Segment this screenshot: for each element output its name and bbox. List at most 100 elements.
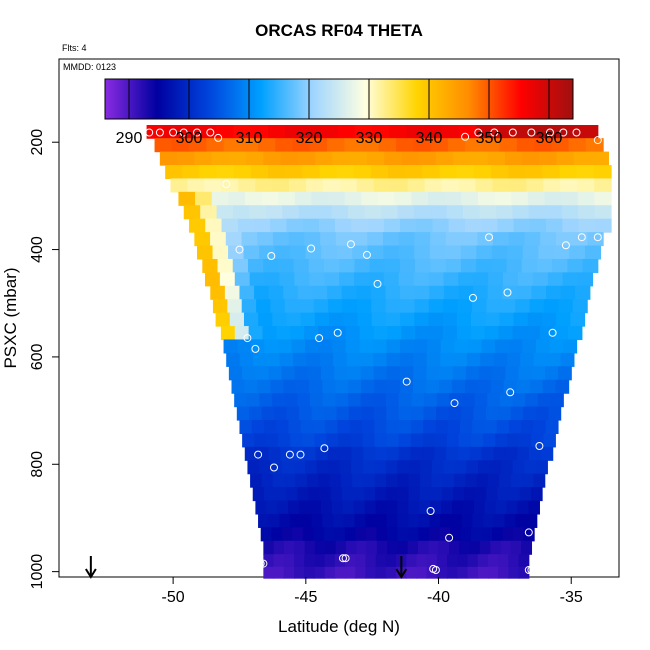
heatmap-cell <box>204 272 221 287</box>
heatmap-cell <box>246 393 261 408</box>
y-tick-label: 800 <box>29 451 46 478</box>
heatmap-cell <box>361 191 379 206</box>
heatmap-cell <box>259 245 276 260</box>
heatmap-cell <box>529 379 544 394</box>
heatmap-cell <box>367 218 385 233</box>
heatmap-cell <box>272 232 290 247</box>
heatmap-cell <box>315 151 333 166</box>
heatmap-cell <box>453 352 468 367</box>
heatmap-cell <box>578 218 596 233</box>
heatmap-cell <box>274 406 288 421</box>
heatmap-cell <box>219 272 236 287</box>
heatmap-cell <box>428 299 444 314</box>
heatmap-cell <box>561 205 579 220</box>
heatmap-cell <box>555 232 573 247</box>
heatmap-cell <box>498 566 509 579</box>
heatmap-cell <box>502 527 514 542</box>
heatmap-cell <box>354 272 370 287</box>
heatmap-cell <box>397 487 410 502</box>
heatmap-cell <box>258 513 270 528</box>
heatmap-cell <box>397 540 409 555</box>
heatmap-cell <box>413 352 428 367</box>
heatmap-cell <box>562 218 580 233</box>
heatmap-cell <box>385 554 397 568</box>
heatmap-cell <box>349 151 368 166</box>
heatmap-cell <box>486 487 499 502</box>
heatmap-cell <box>464 218 482 233</box>
heatmap-cell <box>526 513 538 528</box>
heatmap-cell <box>272 312 288 327</box>
heatmap-cell <box>307 366 322 381</box>
heatmap-cell <box>314 554 326 568</box>
heatmap-cell <box>513 218 531 233</box>
observation-point <box>251 344 260 353</box>
heatmap-cell <box>234 326 250 341</box>
colorbar: 290 300 310 320 330 340 350 360 <box>104 78 574 147</box>
heatmap-cell <box>364 487 376 502</box>
x-tick-label: -50 <box>162 589 185 606</box>
heatmap-cell <box>560 285 576 300</box>
heatmap-cell <box>335 218 352 233</box>
observation-point <box>341 554 350 563</box>
arrow-marker <box>395 556 408 579</box>
heatmap-cell <box>562 272 579 287</box>
heatmap-cell <box>537 393 552 408</box>
heatmap-cell <box>386 500 398 515</box>
heatmap-cell <box>312 285 328 300</box>
heatmap-cell <box>415 258 432 273</box>
heatmap-cell <box>516 379 531 394</box>
heatmap-cell <box>385 299 401 314</box>
heatmap-cell <box>448 218 466 233</box>
heatmap-cell <box>336 245 353 260</box>
heatmap-cell <box>369 258 386 273</box>
heatmap-cell <box>189 138 207 153</box>
heatmap-cell <box>322 393 337 408</box>
heatmap-cell <box>334 527 346 542</box>
observation-point <box>362 250 371 259</box>
heatmap-cell <box>387 326 402 341</box>
heatmap-cell <box>400 299 416 314</box>
heatmap-cell <box>331 500 344 515</box>
heatmap-cell <box>239 419 253 435</box>
heatmap-cell <box>386 473 398 488</box>
heatmap-cell <box>450 513 463 528</box>
observation-point <box>270 463 278 472</box>
heatmap-cell <box>341 487 354 502</box>
heatmap-cell <box>489 460 502 475</box>
heatmap-cell <box>454 339 469 354</box>
heatmap-cell <box>283 540 295 555</box>
heatmap-cell <box>313 299 329 314</box>
heatmap-cell <box>386 406 400 421</box>
heatmap-cell <box>567 258 584 273</box>
heatmap-cell <box>485 312 500 327</box>
heatmap-cell <box>314 312 330 327</box>
y-axis: 200 400 600 800 1000 <box>29 129 59 589</box>
heatmap-cell <box>375 487 387 502</box>
heatmap-cell <box>464 487 476 502</box>
heatmap-cell <box>473 272 489 287</box>
heatmap-cell <box>443 272 459 287</box>
heatmap-cell <box>199 165 218 180</box>
heatmap-cell <box>418 540 429 555</box>
heatmap-cell <box>453 487 465 502</box>
heatmap-cell <box>476 473 489 488</box>
heatmap-cell <box>523 406 537 421</box>
heatmap-cell <box>260 527 272 542</box>
heatmap-cell <box>570 312 586 327</box>
heatmap-cell <box>247 460 260 475</box>
heatmap-cell <box>398 406 412 421</box>
heatmap-cell <box>270 379 284 394</box>
heatmap-cell <box>472 513 484 528</box>
heatmap-cell <box>422 446 435 461</box>
colorbar-tick-labels: 290 300 310 320 330 340 350 360 <box>116 130 563 147</box>
heatmap-cell <box>264 272 281 287</box>
heatmap-cell <box>540 326 555 341</box>
heatmap-cell <box>539 151 558 166</box>
heatmap-cell <box>457 299 473 314</box>
heatmap-cell <box>442 473 455 488</box>
heatmap-cell <box>419 487 432 502</box>
heatmap-cell <box>314 433 328 448</box>
heatmap-cell <box>482 138 501 153</box>
heatmap-cell <box>283 554 295 568</box>
heatmap-cell <box>305 339 320 354</box>
